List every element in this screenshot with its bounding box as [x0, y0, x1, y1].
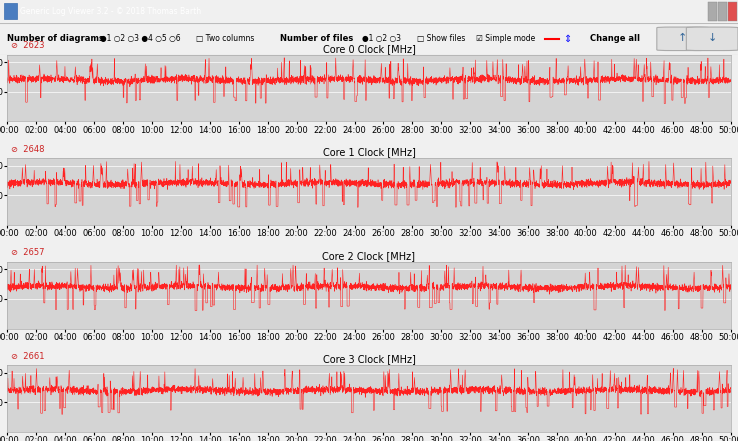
Text: □ Show files: □ Show files — [417, 34, 466, 43]
Text: Change all: Change all — [590, 34, 641, 43]
Text: ↓: ↓ — [708, 33, 717, 43]
Text: Number of diagrams: Number of diagrams — [7, 34, 104, 43]
Bar — [4, 4, 17, 19]
Text: ↑: ↑ — [678, 33, 687, 43]
Text: Generic Log Viewer 3.2 - © 2018 Thomas Barth: Generic Log Viewer 3.2 - © 2018 Thomas B… — [20, 7, 201, 16]
Bar — [708, 2, 717, 21]
Title: Core 1 Clock [MHz]: Core 1 Clock [MHz] — [323, 147, 415, 157]
Text: ●1 ○2 ○3: ●1 ○2 ○3 — [362, 34, 401, 43]
Bar — [718, 2, 727, 21]
Title: Core 0 Clock [MHz]: Core 0 Clock [MHz] — [323, 44, 415, 54]
Text: ⊘  2648: ⊘ 2648 — [11, 145, 44, 154]
Text: ⇕: ⇕ — [563, 34, 571, 44]
Text: ⊘  2657: ⊘ 2657 — [11, 248, 44, 258]
FancyBboxPatch shape — [657, 27, 708, 51]
Title: Core 3 Clock [MHz]: Core 3 Clock [MHz] — [323, 355, 415, 365]
Bar — [728, 2, 737, 21]
Text: ☑ Simple mode: ☑ Simple mode — [476, 34, 535, 43]
Text: Number of files: Number of files — [280, 34, 354, 43]
Title: Core 2 Clock [MHz]: Core 2 Clock [MHz] — [323, 251, 415, 261]
Text: □ Two columns: □ Two columns — [196, 34, 254, 43]
FancyBboxPatch shape — [686, 27, 738, 51]
Text: ●1 ○2 ○3 ●4 ○5 ○6: ●1 ○2 ○3 ●4 ○5 ○6 — [100, 34, 180, 43]
Text: ⊘  2661: ⊘ 2661 — [11, 352, 44, 361]
Text: ⊘  2623: ⊘ 2623 — [11, 41, 44, 50]
